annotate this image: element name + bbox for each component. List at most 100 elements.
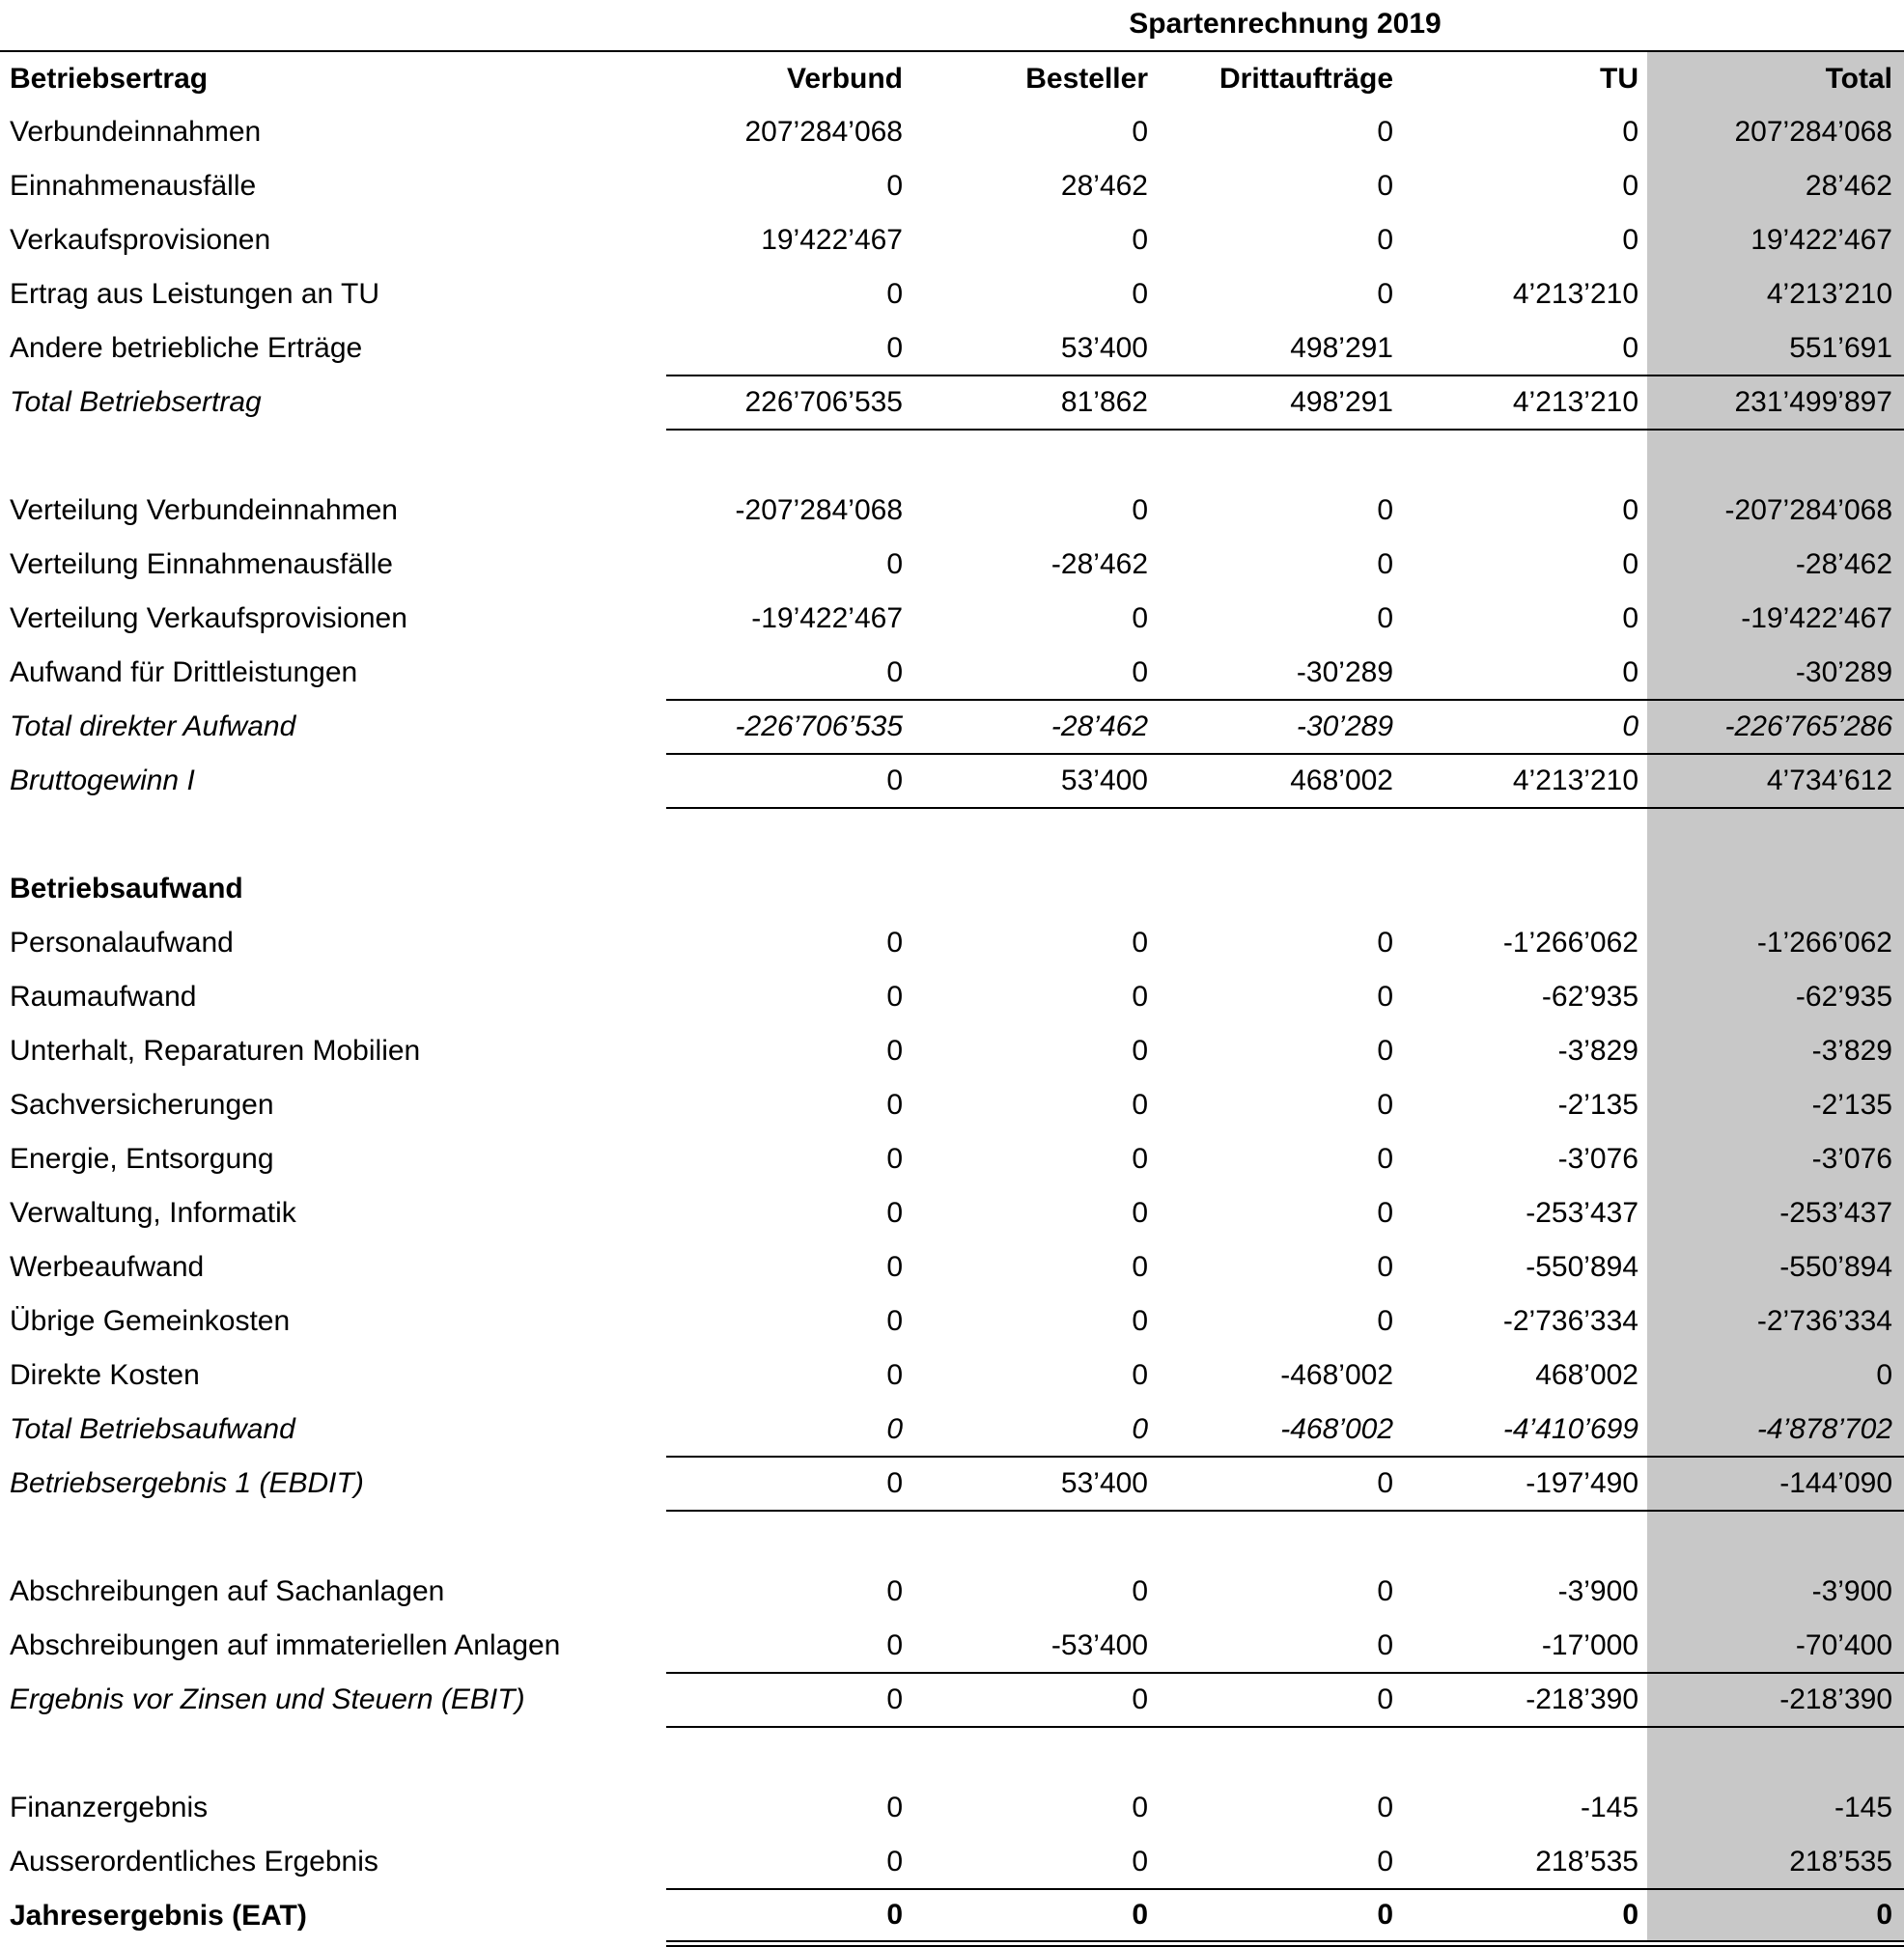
value-cell-total: -3’076 [1811,1143,1892,1175]
value-cell-tu: 0 [1622,224,1638,256]
value-cell-tu: -2’736’334 [1502,1305,1638,1337]
value-cell-besteller [911,430,1157,484]
value-cell-verbund [666,808,911,862]
value-cell-besteller: 0 [1132,116,1148,148]
value-cell-verbund: 19’422’467 [761,224,903,256]
value-cell-tu: -550’894 [1526,1251,1638,1283]
value-cell-verbund: 207’284’068 [744,116,904,148]
table-row: Verbundeinnahmen 207’284’068 0 0 0 207’284’06… [0,105,1904,159]
value-cell-besteller: 0 [1132,1792,1148,1823]
value-cell-tu: -145 [1580,1792,1638,1823]
value-cell-drittauftraege: 0 [1377,1845,1393,1877]
value-cell-drittauftraege: -468’002 [1280,1359,1393,1391]
value-cell-tu: -3’900 [1557,1575,1638,1607]
value-cell-total: 218’535 [1789,1845,1892,1877]
value-cell-drittauftraege [1157,1727,1402,1781]
table-body: Verbundeinnahmen 207’284’068 0 0 0 207’284’06… [0,105,1904,1947]
value-cell-drittauftraege: 0 [1377,548,1393,580]
row-label: Total Betriebsaufwand [10,1413,295,1445]
column-header-betriebsertrag: Betriebsertrag [10,62,209,95]
row-label: Aufwand für Drittleistungen [10,656,358,688]
value-cell-verbund [666,430,911,484]
value-cell-total: 0 [1647,1888,1904,1947]
value-cell-total: -253’437 [1779,1197,1892,1229]
value-cell-besteller: 0 [1132,1412,1148,1445]
value-cell-tu: -197’490 [1402,1456,1647,1512]
row-label: Total Betriebsertrag [10,386,262,418]
value-cell-verbund: 0 [886,1305,903,1337]
value-cell-verbund: 0 [886,1845,903,1877]
row-label [0,808,666,862]
value-cell-tu: -253’437 [1526,1197,1638,1229]
table-row: Verteilung Verbundeinnahmen -207’284’068 0… [0,484,1904,538]
value-cell-drittauftraege: 0 [1157,1456,1402,1512]
value-cell-tu [1402,1727,1647,1781]
value-cell-verbund: 0 [666,1456,911,1512]
spacer-row [0,1511,1904,1565]
value-cell-besteller: 0 [1132,981,1148,1013]
row-label [0,430,666,484]
value-cell-drittauftraege: 0 [1377,981,1393,1013]
row-label: Ergebnis vor Zinsen und Steuern (EBIT) [10,1683,525,1715]
row-label: Raumaufwand [10,981,197,1013]
value-cell-verbund: 0 [886,655,903,688]
row-label: Werbeaufwand [10,1251,205,1283]
value-cell-total: -30’289 [1795,655,1892,688]
value-cell-besteller: -28’462 [1050,548,1148,580]
table-row: Direkte Kosten 0 0 -468’002 468’002 0 [0,1349,1904,1403]
value-cell-drittauftraege: -468’002 [1280,1412,1393,1445]
value-cell-total: 551’691 [1789,331,1892,364]
row-label: Andere betriebliche Erträge [10,332,363,364]
value-cell-verbund: 0 [886,927,903,959]
value-cell-tu: -1’266’062 [1502,927,1638,959]
table-row: Verteilung Einnahmenausfälle 0 -28’462 0 0 -2… [0,538,1904,592]
value-cell-besteller: 0 [1132,494,1148,526]
value-cell-verbund: 0 [666,753,911,809]
value-cell-drittauftraege: 0 [1157,1672,1402,1728]
row-label: Verbundeinnahmen [10,116,262,148]
row-label: Betriebsergebnis 1 (EBDIT) [10,1467,364,1499]
value-cell-besteller [911,808,1157,862]
column-header-tu: TU [1600,62,1638,95]
value-cell-tu [1402,430,1647,484]
table-row: Total Betriebsaufwand 0 0 -468’002 -4’410’69… [0,1403,1904,1457]
table-row: Aufwand für Drittleistungen 0 0 -30’289 0 -30… [0,646,1904,700]
table-row: Verkaufsprovisionen 19’422’467 0 0 0 19’422’4… [0,213,1904,267]
value-cell-tu [1402,1511,1647,1565]
row-label: Übrige Gemeinkosten [10,1305,291,1337]
value-cell-drittauftraege: 0 [1377,1197,1393,1229]
value-cell-total: -28’462 [1795,548,1892,580]
table-row: Ausserordentliches Ergebnis 0 0 0 218’535 218… [0,1835,1904,1889]
column-header-drittauftraege: Drittaufträge [1218,62,1393,95]
row-label: Total direkter Aufwand [10,710,296,742]
value-cell-tu: 0 [1622,602,1638,634]
table-row: Energie, Entsorgung 0 0 0 -3’076 -3’076 [0,1132,1904,1186]
table-row: Finanzergebnis 0 0 0 -145 -145 [0,1781,1904,1835]
value-cell-total: -3’900 [1811,1575,1892,1607]
value-cell-tu: 468’002 [1535,1359,1638,1391]
table-row: Total direkter Aufwand -226’706’535 -28’46… [0,699,1904,754]
value-cell-besteller: 0 [1132,224,1148,256]
table-row: Ergebnis vor Zinsen und Steuern (EBIT) 0 0… [0,1672,1904,1728]
value-cell-total: -207’284’068 [1724,494,1892,526]
row-label: Ertrag aus Leistungen an TU [10,278,380,310]
value-cell-tu: 0 [1402,1888,1647,1947]
row-label: Verwaltung, Informatik [10,1197,296,1229]
value-cell-besteller: 0 [1132,1251,1148,1283]
value-cell-verbund: -226’706’535 [666,699,911,754]
value-cell-besteller [911,862,1157,916]
value-cell-drittauftraege: 468’002 [1157,753,1402,809]
spacer-row [0,1727,1904,1781]
value-cell-drittauftraege: 0 [1377,1628,1393,1661]
table-row: Ertrag aus Leistungen an TU 0 0 0 4’213’210 4… [0,267,1904,321]
value-cell-verbund: 0 [886,1792,903,1823]
page-title: Spartenrechnung 2019 [1129,8,1442,40]
row-label: Finanzergebnis [10,1792,209,1823]
row-label: Jahresergebnis (EAT) [10,1900,307,1932]
value-cell-besteller: 0 [1132,1035,1148,1067]
row-label: Energie, Entsorgung [10,1143,274,1175]
value-cell-drittauftraege: 0 [1377,1089,1393,1121]
value-cell-besteller: -53’400 [1050,1628,1148,1661]
row-label: Direkte Kosten [10,1359,200,1391]
